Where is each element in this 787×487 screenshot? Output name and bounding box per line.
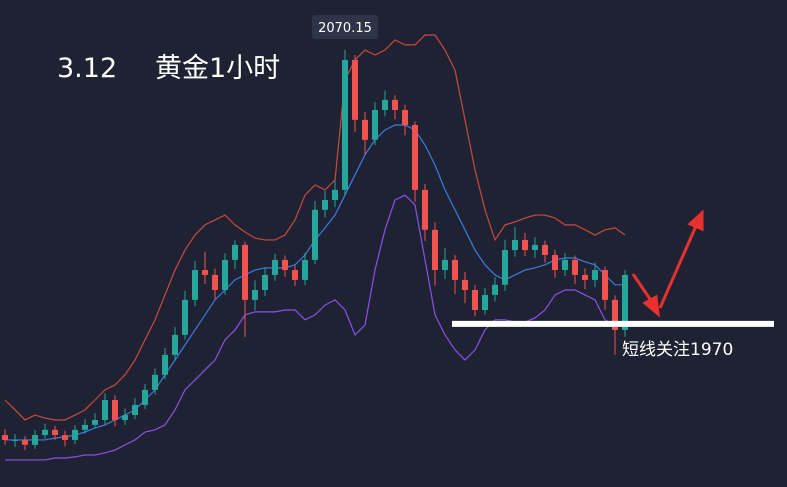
candle-body bbox=[422, 189, 428, 230]
candle-body bbox=[472, 290, 478, 310]
candle-body bbox=[112, 399, 118, 420]
candle-body bbox=[542, 244, 548, 255]
candle-body bbox=[532, 244, 538, 251]
candle-body bbox=[522, 239, 528, 251]
arrow-head bbox=[642, 294, 660, 318]
high-label: 2070.15 bbox=[312, 15, 378, 39]
candle-body bbox=[192, 270, 198, 300]
band-line bbox=[4, 34, 626, 421]
candle-body bbox=[152, 374, 158, 390]
candle-body bbox=[392, 99, 398, 110]
candle-body bbox=[62, 435, 68, 440]
candle-body bbox=[202, 270, 208, 275]
arrow-head bbox=[687, 209, 704, 232]
chart-title: 3.12 bbox=[57, 53, 117, 84]
candle-body bbox=[362, 119, 368, 140]
candle-body bbox=[232, 244, 238, 260]
candle-body bbox=[502, 250, 508, 285]
candle-body bbox=[312, 209, 318, 260]
candle-body bbox=[72, 429, 78, 440]
candle-body bbox=[42, 429, 48, 436]
candle-body bbox=[332, 189, 338, 200]
candle-body bbox=[162, 354, 168, 375]
high-label-box bbox=[312, 15, 378, 39]
candle-body bbox=[592, 270, 598, 280]
high-label-text: 2070.15 bbox=[318, 21, 372, 36]
candle-body bbox=[352, 59, 358, 120]
candle-body bbox=[302, 259, 308, 280]
candle-body bbox=[52, 429, 58, 436]
candle-body bbox=[212, 274, 218, 291]
candle-body bbox=[512, 239, 518, 251]
chart-subtitle: 黄金1小时 bbox=[155, 53, 280, 84]
annotation: 短线关注1970 bbox=[622, 340, 733, 360]
candle-body bbox=[562, 259, 568, 271]
candle-body bbox=[442, 259, 448, 271]
candle-body bbox=[172, 334, 178, 355]
candle-body bbox=[582, 274, 588, 280]
candle-body bbox=[272, 259, 278, 275]
candle-body bbox=[622, 274, 628, 330]
candle-body bbox=[252, 290, 258, 300]
candle-body bbox=[492, 284, 498, 295]
candle-body bbox=[482, 294, 488, 310]
candle-body bbox=[292, 270, 298, 280]
candle-body bbox=[432, 229, 438, 271]
candle-body bbox=[602, 270, 608, 300]
candle-body bbox=[452, 259, 458, 280]
candle-body bbox=[22, 439, 28, 445]
candle-body bbox=[242, 244, 248, 300]
candle-body bbox=[612, 299, 618, 330]
candle-body bbox=[82, 424, 88, 430]
arrow-up bbox=[658, 225, 698, 309]
candle-body bbox=[282, 259, 288, 271]
candle-body bbox=[382, 99, 388, 110]
candle-body bbox=[412, 125, 418, 190]
arrow-down bbox=[631, 273, 654, 303]
candle-body bbox=[2, 435, 8, 440]
candle-body bbox=[402, 109, 408, 126]
candle-body bbox=[102, 399, 108, 420]
arrows bbox=[631, 209, 704, 318]
candle-body bbox=[572, 259, 578, 275]
candle-body bbox=[342, 59, 348, 190]
candle-body bbox=[222, 259, 228, 291]
candle-body bbox=[32, 435, 38, 445]
candle-body bbox=[262, 274, 268, 291]
candle-body bbox=[142, 389, 148, 405]
candle-body bbox=[182, 299, 188, 335]
candle-body bbox=[322, 199, 328, 210]
candles bbox=[2, 49, 628, 451]
candle-body bbox=[462, 279, 468, 291]
candle-body bbox=[12, 439, 18, 441]
candle-body bbox=[552, 254, 558, 271]
candle-body bbox=[132, 404, 138, 416]
candle-body bbox=[122, 415, 128, 420]
candle-body bbox=[92, 419, 98, 425]
candle-body bbox=[372, 109, 378, 140]
